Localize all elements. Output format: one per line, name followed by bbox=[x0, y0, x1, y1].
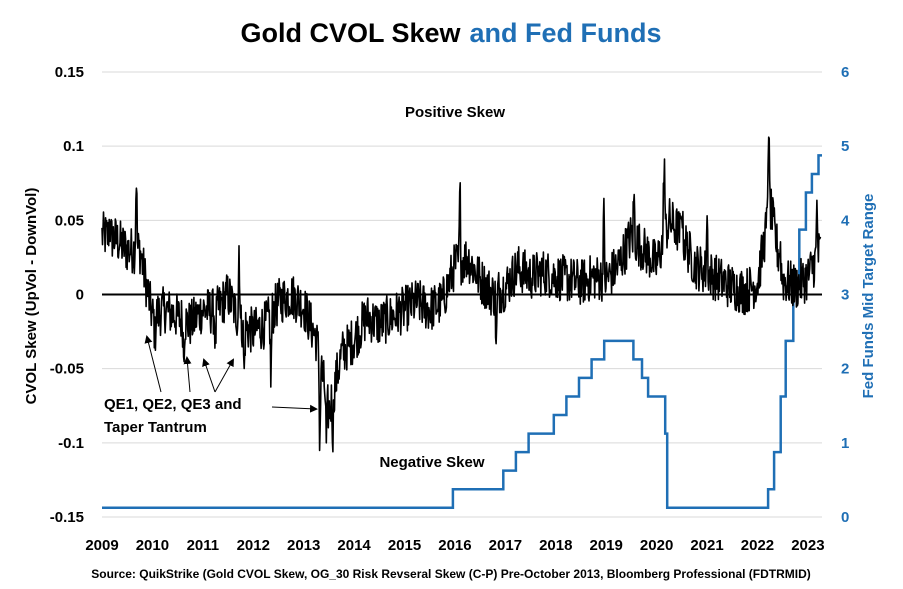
x-tick-label: 2023 bbox=[791, 537, 824, 554]
y2-tick-label: 3 bbox=[841, 287, 849, 304]
y-tick-label: -0.15 bbox=[50, 509, 84, 526]
y2-tick-label: 0 bbox=[841, 509, 849, 526]
x-tick-label: 2016 bbox=[438, 537, 471, 554]
x-tick-label: 2010 bbox=[136, 537, 169, 554]
axis-ticks: 0.15 0.1 0.05 0 -0.05 -0.1 -0.15 6 5 4 3 2 1 0 2009 201… bbox=[50, 64, 850, 554]
x-tick-label: 2015 bbox=[388, 537, 421, 554]
x-tick-label: 2020 bbox=[640, 537, 673, 554]
x-tick-label: 2013 bbox=[287, 537, 320, 554]
x-tick-label: 2014 bbox=[337, 537, 371, 554]
y-tick-label: -0.05 bbox=[50, 361, 84, 378]
annotation-arrow bbox=[183, 356, 192, 393]
annotation-negative-skew: Negative Skew bbox=[379, 454, 484, 471]
y2-tick-label: 4 bbox=[841, 212, 850, 229]
title-blue: and Fed Funds bbox=[470, 18, 662, 48]
y-tick-label: 0.15 bbox=[55, 64, 84, 81]
chart-title: Gold CVOL Skew and Fed Funds bbox=[240, 18, 661, 48]
source-note: Source: QuikStrike (Gold CVOL Skew, OG_3… bbox=[91, 567, 811, 581]
y-tick-label: -0.1 bbox=[58, 435, 84, 452]
y-tick-label: 0 bbox=[76, 287, 84, 304]
y-axis-title: CVOL Skew (UpVol - DownVol) bbox=[23, 188, 40, 405]
x-tick-label: 2012 bbox=[237, 537, 270, 554]
gold-skew-line bbox=[101, 136, 822, 453]
annotation-qe-line2: Taper Tantrum bbox=[104, 419, 207, 436]
x-tick-label: 2017 bbox=[489, 537, 522, 554]
y2-tick-label: 1 bbox=[841, 435, 849, 452]
y2-axis-title: Fed Funds Mid Target Range bbox=[860, 194, 877, 399]
annotation-arrow bbox=[202, 358, 216, 393]
x-tick-label: 2011 bbox=[187, 537, 220, 554]
x-tick-label: 2018 bbox=[539, 537, 572, 554]
x-tick-label: 2009 bbox=[85, 537, 118, 554]
title-black: Gold CVOL Skew bbox=[240, 18, 461, 48]
annotation-qe-line1: QE1, QE2, QE3 and bbox=[104, 396, 242, 413]
x-tick-label: 2019 bbox=[590, 537, 623, 554]
y2-tick-label: 5 bbox=[841, 138, 849, 155]
y2-tick-label: 6 bbox=[841, 64, 849, 81]
y2-tick-label: 2 bbox=[841, 361, 849, 378]
gold-skew-series bbox=[101, 136, 822, 453]
annotation-arrow bbox=[271, 404, 318, 413]
annotation-arrow bbox=[144, 335, 162, 393]
x-tick-label: 2021 bbox=[690, 537, 723, 554]
x-tick-label: 2022 bbox=[741, 537, 774, 554]
y-tick-label: 0.05 bbox=[55, 212, 84, 229]
annotation-arrows bbox=[144, 335, 318, 413]
annotation-positive-skew: Positive Skew bbox=[405, 104, 505, 121]
annotation-arrow bbox=[214, 358, 234, 393]
y-tick-label: 0.1 bbox=[63, 138, 84, 155]
